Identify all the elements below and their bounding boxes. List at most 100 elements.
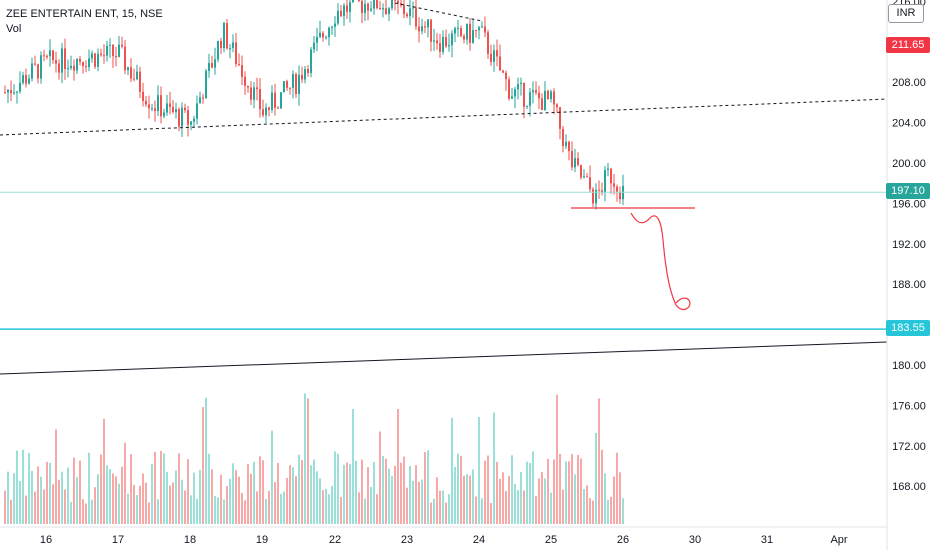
volume-bar <box>157 499 159 524</box>
currency-badge[interactable]: INR <box>888 4 924 23</box>
volume-bar <box>406 487 408 524</box>
candle-body <box>10 89 12 94</box>
volume-bar <box>76 477 78 524</box>
candle-body <box>229 47 231 49</box>
volume-bar <box>70 501 72 524</box>
candle-body <box>205 70 207 99</box>
candle-body <box>106 45 108 56</box>
candle-body <box>292 74 294 88</box>
volume-bars-group <box>4 393 624 524</box>
candle-body <box>190 121 192 125</box>
candle-body <box>577 158 579 165</box>
candle-body <box>250 87 252 100</box>
volume-bar <box>358 492 360 524</box>
candle-body <box>397 0 399 4</box>
x-tick-label: 24 <box>473 534 485 546</box>
candle-body <box>247 85 249 88</box>
y-tick-label: 204.00 <box>892 118 926 130</box>
candle-body <box>448 45 450 47</box>
volume-bar <box>367 467 369 524</box>
candle-body <box>73 65 75 71</box>
volume-bar <box>421 479 423 524</box>
volume-bar <box>271 430 273 524</box>
volume-bar <box>352 408 354 524</box>
candle-body <box>496 50 498 57</box>
candle-body <box>148 104 150 109</box>
candle-body <box>322 32 324 38</box>
volume-bar <box>523 490 525 524</box>
x-tick-label: 23 <box>401 534 413 546</box>
volume-bar <box>379 431 381 524</box>
candle-body <box>271 92 273 110</box>
volume-bar <box>319 478 321 524</box>
symbol-title[interactable]: ZEE ENTERTAIN ENT, 15, NSE <box>6 8 163 20</box>
candle-body <box>115 56 117 58</box>
volume-bar <box>232 463 234 524</box>
candle-body <box>133 78 135 80</box>
volume-legend[interactable]: Vol <box>6 23 22 35</box>
candle-body <box>562 128 564 147</box>
candle-body <box>100 53 102 56</box>
volume-bar <box>286 477 288 524</box>
volume-bar <box>580 458 582 524</box>
volume-bar <box>532 451 534 524</box>
x-tick-label: 26 <box>617 534 629 546</box>
time-axis[interactable]: 16 17 18 19 22 23 24 25 26 30 31 Apr <box>40 534 848 546</box>
volume-bar <box>463 475 465 524</box>
candle-body <box>88 58 90 68</box>
volume-bar <box>205 397 207 524</box>
volume-bar <box>526 461 528 524</box>
candle-body <box>553 91 555 105</box>
volume-bar <box>613 476 615 524</box>
volume-bar <box>4 490 6 524</box>
volume-bar <box>505 491 507 524</box>
long-trend-line[interactable] <box>0 341 888 375</box>
volume-bar <box>574 474 576 524</box>
volume-bar <box>103 418 105 524</box>
volume-bar <box>31 470 33 524</box>
candle-body <box>127 67 129 71</box>
candle-body <box>154 108 156 111</box>
volume-bar <box>268 490 270 524</box>
x-tick-label: 19 <box>256 534 268 546</box>
candle-body <box>370 8 372 11</box>
volume-bar <box>397 408 399 524</box>
volume-bar <box>256 491 258 524</box>
volume-bar <box>541 471 543 524</box>
volume-bar <box>481 498 483 524</box>
candle-body <box>451 33 453 46</box>
volume-bar <box>418 481 420 524</box>
candle-body <box>421 26 423 32</box>
top-resistance-line[interactable] <box>394 2 483 22</box>
volume-bar <box>94 487 96 524</box>
candle-body <box>325 37 327 39</box>
volume-bar <box>262 460 264 524</box>
volume-bar <box>493 412 495 524</box>
candle-body <box>358 0 360 1</box>
candle-body <box>382 8 384 10</box>
candle-body <box>25 75 27 84</box>
candle-body <box>616 186 618 193</box>
candle-body <box>388 8 390 15</box>
x-tick-label: 30 <box>689 534 701 546</box>
hand-drawn-projection[interactable] <box>630 212 691 311</box>
candle-body <box>52 50 54 61</box>
candle-body <box>598 189 600 191</box>
volume-bar <box>49 462 51 524</box>
dashed-trend-line[interactable] <box>0 98 888 136</box>
candle-body <box>550 91 552 100</box>
candle-body <box>436 40 438 44</box>
volume-bar <box>484 460 486 524</box>
candle-body <box>178 109 180 127</box>
volume-bar <box>343 464 345 524</box>
volume-bar <box>304 393 306 524</box>
volume-bar <box>91 499 93 524</box>
candle-body <box>586 176 588 178</box>
volume-bar <box>235 470 237 524</box>
volume-bar <box>520 472 522 524</box>
candle-body <box>241 64 243 77</box>
candle-body <box>28 78 30 84</box>
candle-body <box>295 74 297 94</box>
y-tick-label: 188.00 <box>892 279 926 291</box>
